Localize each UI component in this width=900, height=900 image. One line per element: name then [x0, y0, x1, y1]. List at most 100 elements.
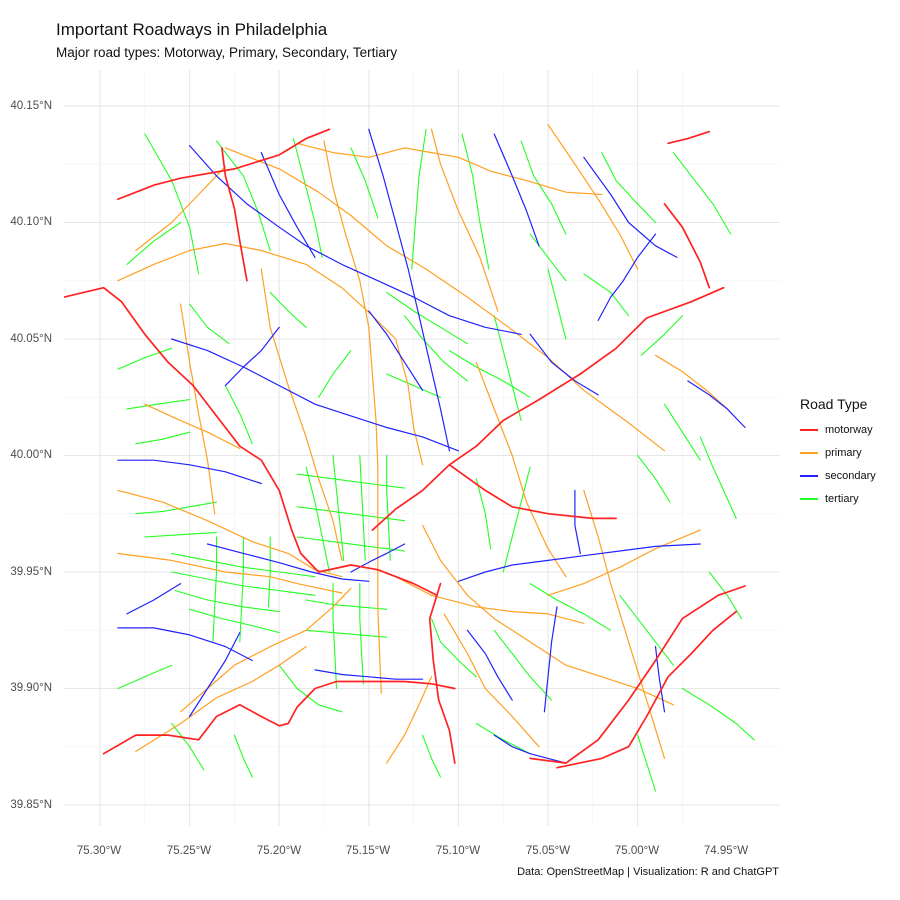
chart-subtitle: Major road types: Motorway, Primary, Sec…: [56, 45, 398, 60]
secondary-road: [188, 144, 522, 335]
secondary-road: [466, 629, 513, 701]
primary-road: [144, 403, 241, 450]
tertiary-road: [547, 268, 567, 340]
secondary-road: [597, 233, 657, 321]
secondary-road: [126, 582, 182, 615]
tertiary-road: [189, 608, 280, 634]
primary-road: [179, 587, 352, 713]
tertiary-road: [619, 594, 674, 666]
gridlines: [64, 70, 780, 826]
legend-title: Road Type: [800, 396, 868, 412]
tertiary-road: [305, 466, 330, 573]
tertiary-roads: [117, 128, 755, 792]
primary-road: [117, 489, 343, 578]
tertiary-road: [520, 140, 567, 235]
primary-road: [135, 165, 226, 252]
primary-road: [475, 361, 567, 578]
lon-tick-label-75-05: 75.05°W: [525, 845, 571, 857]
primary-road: [547, 529, 701, 596]
tertiary-road: [117, 664, 173, 690]
tertiary-road: [637, 454, 671, 503]
secondary-road: [654, 645, 666, 713]
secondary-road: [368, 128, 450, 452]
primary-road: [296, 142, 603, 196]
legend-item-secondary: secondary: [800, 464, 896, 487]
tertiary-road: [672, 152, 732, 235]
tertiary-road: [493, 315, 522, 422]
tertiary-road: [601, 152, 657, 224]
primary-road: [117, 242, 424, 466]
tertiary-road: [126, 221, 182, 265]
tertiary-road: [171, 571, 316, 596]
tertiary-road: [359, 583, 364, 685]
primary-road: [443, 613, 540, 748]
legend-key-motorway: [800, 428, 818, 431]
lat-tick-label-40-10: 40.10°N: [10, 216, 52, 228]
secondary-road: [171, 338, 459, 452]
motorway-road: [556, 610, 738, 769]
lat-tick-label-39-85: 39.85°N: [10, 799, 52, 811]
primary-road: [117, 552, 343, 594]
primary-road: [386, 676, 433, 764]
primary-road: [135, 645, 307, 753]
secondary-road: [117, 459, 262, 485]
secondary-roads: [117, 128, 746, 764]
secondary-road: [574, 489, 581, 554]
legend-label-primary: primary: [825, 446, 862, 459]
lat-tick-label-40-15: 40.15°N: [10, 100, 52, 112]
primary-road: [547, 123, 639, 270]
tertiary-road: [296, 536, 406, 552]
tertiary-road: [529, 583, 612, 631]
tertiary-road: [475, 478, 492, 550]
secondary-road: [260, 151, 316, 258]
tertiary-road: [212, 536, 218, 643]
legend: Road Type motorway primary secondary ter…: [800, 396, 896, 510]
tertiary-road: [699, 436, 737, 519]
motorway-road: [448, 463, 617, 520]
tertiary-road: [583, 273, 630, 317]
tertiary-road: [267, 536, 271, 608]
tertiary-road: [422, 734, 442, 778]
primary-road: [395, 576, 585, 624]
map-panel: [64, 70, 780, 826]
tertiary-road: [233, 734, 253, 778]
legend-item-primary: primary: [800, 441, 896, 464]
primary-road: [583, 489, 666, 760]
secondary-road: [457, 543, 701, 582]
motorway-road: [529, 585, 746, 764]
tertiary-road: [215, 140, 271, 252]
secondary-road: [493, 734, 567, 764]
secondary-road: [206, 543, 370, 582]
tertiary-road: [681, 687, 755, 741]
secondary-road: [583, 156, 678, 258]
tertiary-road: [640, 315, 683, 356]
tertiary-road: [174, 590, 280, 613]
tertiary-road: [135, 431, 191, 445]
tertiary-road: [296, 473, 406, 489]
lon-tick-label-75-30: 75.30°W: [76, 845, 122, 857]
tertiary-road: [475, 722, 531, 755]
primary-road: [224, 147, 666, 452]
legend-label-tertiary: tertiary: [825, 492, 859, 505]
tertiary-road: [239, 536, 244, 643]
tertiary-road: [305, 599, 388, 610]
legend-item-tertiary: tertiary: [800, 487, 896, 510]
tertiary-road: [292, 138, 323, 258]
secondary-road: [368, 310, 424, 391]
motorway-road: [117, 128, 331, 201]
secondary-road: [529, 333, 599, 396]
lon-tick-label-74-95: 74.95°W: [703, 845, 749, 857]
tertiary-road: [404, 315, 468, 382]
tertiary-road: [135, 501, 218, 515]
legend-item-motorway: motorway: [800, 418, 896, 441]
tertiary-road: [350, 147, 379, 219]
motorway-road: [371, 286, 725, 531]
tertiary-road: [305, 629, 388, 638]
primary-roads: [117, 123, 728, 764]
motorway-road: [667, 130, 711, 145]
tertiary-road: [386, 373, 442, 398]
tertiary-road: [359, 454, 366, 561]
motorway-road: [102, 680, 456, 755]
lon-tick-label-75-20: 75.20°W: [256, 845, 302, 857]
tertiary-road: [296, 506, 406, 522]
